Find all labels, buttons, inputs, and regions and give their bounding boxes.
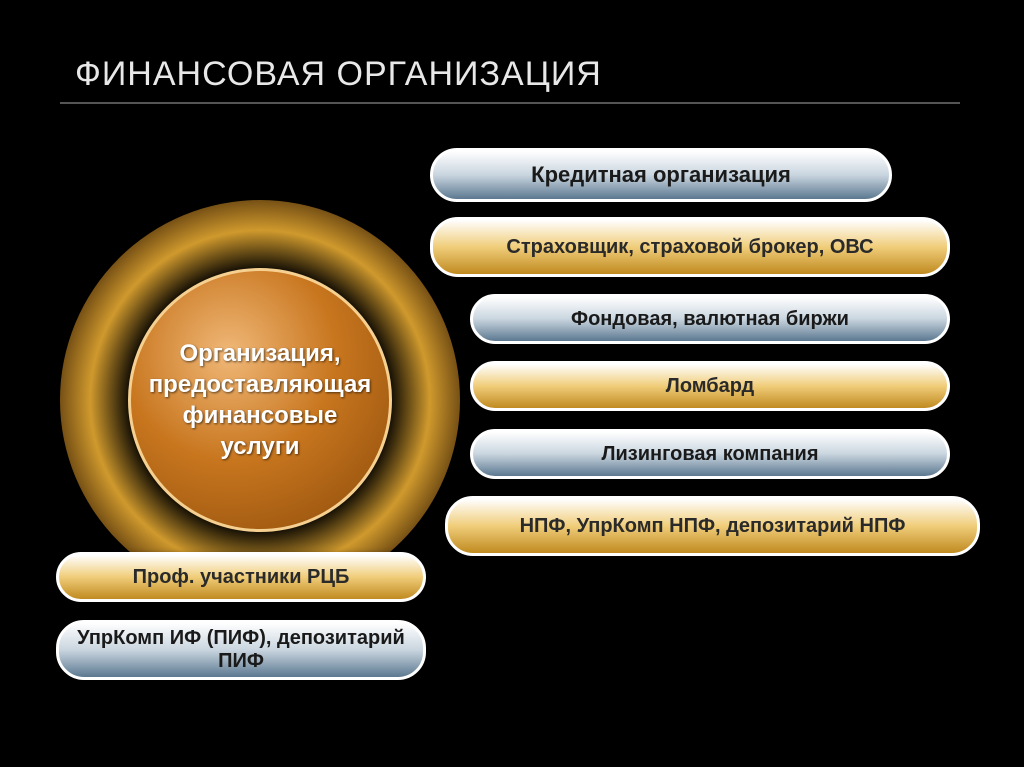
pill-leasing: Лизинговая компания	[470, 429, 950, 479]
pill-rcb: Проф. участники РЦБ	[56, 552, 426, 602]
center-circle: Организация, предоставляющая финансовые …	[128, 268, 392, 532]
slide-title: ФИНАНСОВАЯ ОРГАНИЗАЦИЯ	[75, 55, 602, 94]
pill-label: Проф. участники РЦБ	[133, 566, 350, 589]
pill-label: НПФ, УпрКомп НПФ, депозитарий НПФ	[520, 515, 906, 538]
pill-pif: УпрКомп ИФ (ПИФ), депозитарий ПИФ	[56, 620, 426, 680]
center-circle-text: Организация, предоставляющая финансовые …	[131, 328, 389, 473]
pill-label: Лизинговая компания	[601, 443, 818, 466]
pill-npf: НПФ, УпрКомп НПФ, депозитарий НПФ	[445, 496, 980, 556]
pill-label: УпрКомп ИФ (ПИФ), депозитарий ПИФ	[77, 627, 405, 673]
pill-label: Страховщик, страховой брокер, ОВС	[506, 236, 873, 259]
pill-label: Фондовая, валютная биржи	[571, 308, 849, 331]
pill-label: Ломбард	[666, 375, 754, 398]
pill-insurer: Страховщик, страховой брокер, ОВС	[430, 217, 950, 277]
pill-exchange: Фондовая, валютная биржи	[470, 294, 950, 344]
title-underline	[60, 102, 960, 104]
pill-credit-org: Кредитная организация	[430, 148, 892, 202]
pill-lombard: Ломбард	[470, 361, 950, 411]
pill-label: Кредитная организация	[531, 162, 791, 187]
